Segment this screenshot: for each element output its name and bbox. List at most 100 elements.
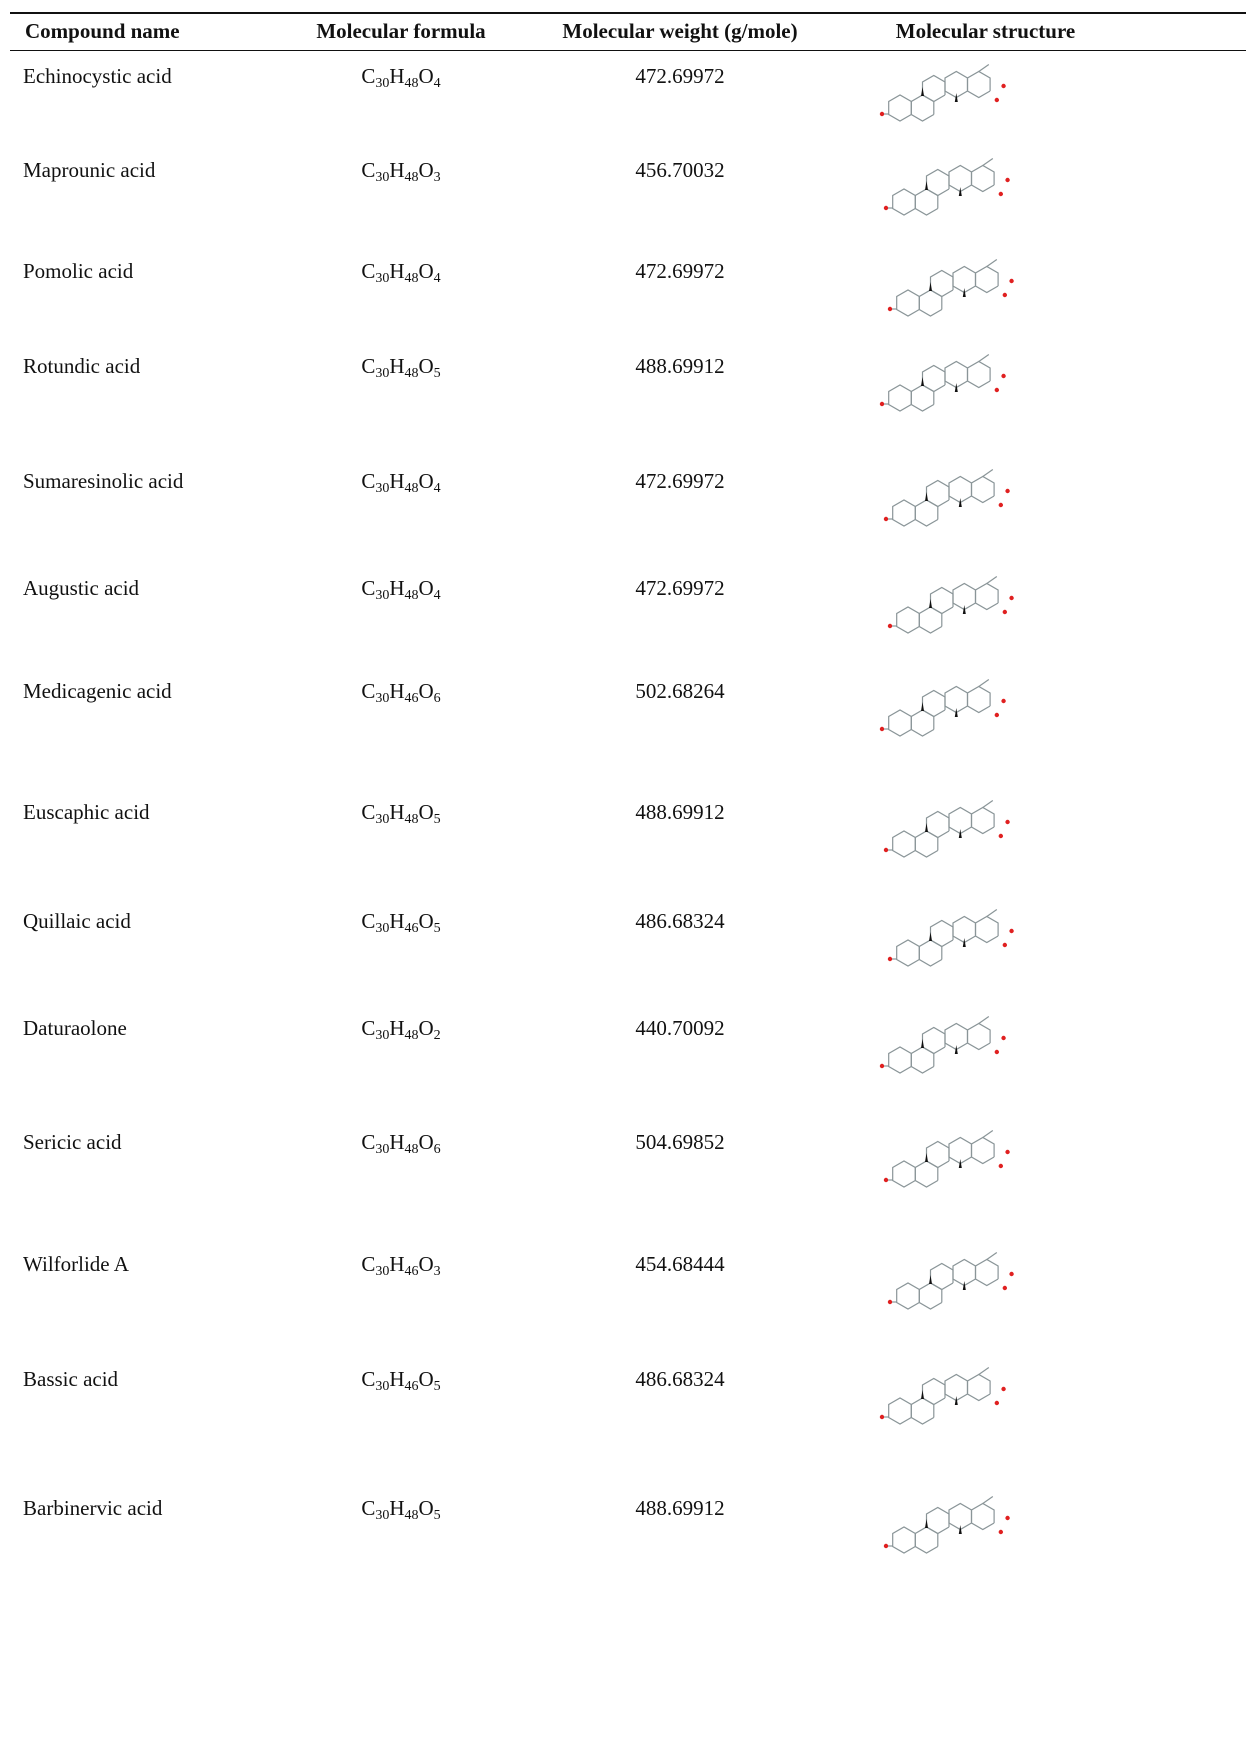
formula-h: H: [389, 800, 405, 824]
formula-c: C: [361, 354, 376, 378]
formula-o-count: 4: [433, 76, 441, 91]
molecular-weight-cell: 488.69912: [635, 354, 725, 378]
molecular-formula-cell: C30H48O4: [311, 259, 491, 286]
molecular-weight-cell: 488.69912: [635, 1496, 725, 1520]
molecular-structure-image: [870, 150, 1100, 230]
compound-name-cell: Pomolic acid: [23, 259, 134, 283]
molecular-formula-cell: C30H48O4: [311, 469, 491, 496]
molecular-weight-cell: 454.68444: [635, 1252, 725, 1276]
compound-name-cell: Daturaolone: [23, 1016, 127, 1040]
formula-o-count: 6: [433, 1142, 441, 1157]
molecular-structure-image: [870, 1359, 1100, 1439]
formula-o: O: [418, 259, 434, 283]
formula-o-count: 5: [433, 366, 441, 381]
formula-c: C: [361, 64, 376, 88]
molecular-structure-image: [870, 56, 1100, 136]
molecular-formula-cell: C30H46O5: [311, 909, 491, 936]
header-molecular-structure: Molecular structure: [895, 19, 1076, 43]
formula-h-count: 48: [404, 271, 419, 286]
molecular-formula-cell: C30H48O4: [311, 64, 491, 91]
formula-o-count: 5: [433, 1379, 441, 1394]
formula-h-count: 46: [404, 1379, 419, 1394]
compound-name-cell: Euscaphic acid: [23, 800, 150, 824]
formula-o-count: 5: [433, 812, 441, 827]
formula-c: C: [361, 1367, 376, 1391]
formula-o: O: [418, 679, 434, 703]
molecular-structure-image: [870, 1488, 1100, 1568]
formula-c-count: 30: [375, 1379, 390, 1394]
formula-o-count: 4: [433, 588, 441, 603]
formula-h: H: [389, 1252, 405, 1276]
formula-h-count: 48: [404, 812, 419, 827]
formula-h-count: 46: [404, 1264, 419, 1279]
formula-c-count: 30: [375, 1142, 390, 1157]
formula-h: H: [389, 64, 405, 88]
formula-c-count: 30: [375, 271, 390, 286]
molecular-weight-cell: 472.69972: [635, 469, 725, 493]
formula-o: O: [418, 469, 434, 493]
formula-h: H: [389, 469, 405, 493]
formula-c-count: 30: [375, 588, 390, 603]
formula-o: O: [418, 576, 434, 600]
compound-name-cell: Medicagenic acid: [23, 679, 172, 703]
formula-o-count: 6: [433, 691, 441, 706]
formula-c: C: [361, 909, 376, 933]
formula-o-count: 4: [433, 481, 441, 496]
formula-h-count: 48: [404, 588, 419, 603]
molecular-formula-cell: C30H48O6: [311, 1130, 491, 1157]
formula-o-count: 4: [433, 271, 441, 286]
formula-o-count: 5: [433, 921, 441, 936]
formula-o-count: 3: [433, 1264, 441, 1279]
formula-o: O: [418, 800, 434, 824]
formula-c-count: 30: [375, 691, 390, 706]
formula-c-count: 30: [375, 1028, 390, 1043]
formula-o: O: [418, 64, 434, 88]
molecular-formula-cell: C30H48O4: [311, 576, 491, 603]
compound-name-cell: Augustic acid: [23, 576, 140, 600]
molecular-weight-cell: 456.70032: [635, 158, 725, 182]
formula-o: O: [418, 1367, 434, 1391]
formula-h: H: [389, 679, 405, 703]
formula-o-count: 3: [433, 170, 441, 185]
molecular-structure-image: [870, 901, 1100, 981]
molecular-formula-cell: C30H48O5: [311, 800, 491, 827]
formula-c-count: 30: [375, 170, 390, 185]
molecular-formula-cell: C30H48O2: [311, 1016, 491, 1043]
formula-h: H: [389, 1130, 405, 1154]
molecular-structure-image: [870, 1122, 1100, 1202]
table-header-rule: [10, 50, 1246, 51]
molecular-weight-cell: 472.69972: [635, 259, 725, 283]
formula-c: C: [361, 679, 376, 703]
formula-h: H: [389, 1496, 405, 1520]
molecular-formula-cell: C30H48O5: [311, 1496, 491, 1523]
molecular-formula-cell: C30H46O5: [311, 1367, 491, 1394]
formula-o: O: [418, 1130, 434, 1154]
molecular-structure-image: [870, 792, 1100, 872]
formula-c-count: 30: [375, 1508, 390, 1523]
molecular-formula-cell: C30H48O3: [311, 158, 491, 185]
header-molecular-weight: Molecular weight (g/mole): [562, 19, 798, 43]
formula-h: H: [389, 354, 405, 378]
molecular-weight-cell: 486.68324: [635, 1367, 725, 1391]
table-top-rule: [10, 12, 1246, 14]
molecular-structure-image: [870, 671, 1100, 751]
formula-c: C: [361, 1130, 376, 1154]
formula-h: H: [389, 1367, 405, 1391]
formula-o-count: 5: [433, 1508, 441, 1523]
formula-h-count: 48: [404, 1028, 419, 1043]
molecular-weight-cell: 504.69852: [635, 1130, 725, 1154]
formula-o: O: [418, 354, 434, 378]
formula-h: H: [389, 158, 405, 182]
header-compound-name: Compound name: [25, 19, 180, 43]
molecular-structure-image: [870, 461, 1100, 541]
formula-c-count: 30: [375, 366, 390, 381]
compound-name-cell: Quillaic acid: [23, 909, 131, 933]
formula-c-count: 30: [375, 481, 390, 496]
formula-c-count: 30: [375, 921, 390, 936]
formula-h-count: 48: [404, 1508, 419, 1523]
formula-h-count: 48: [404, 1142, 419, 1157]
formula-c: C: [361, 1496, 376, 1520]
molecular-formula-cell: C30H46O6: [311, 679, 491, 706]
molecular-weight-cell: 502.68264: [635, 679, 725, 703]
formula-h-count: 48: [404, 366, 419, 381]
